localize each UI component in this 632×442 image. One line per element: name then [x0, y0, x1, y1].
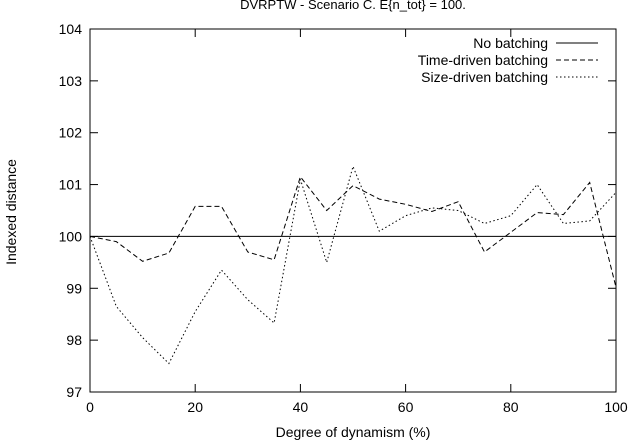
series-layer: [89, 164, 617, 365]
axis-ticks: 0 20 40 60 80 100 97 98 99 100 101 102 103 104: [59, 21, 628, 415]
y-axis-title: Indexed distance: [3, 159, 19, 265]
y-tick-label: 97: [66, 384, 82, 400]
legend-label-size-driven-batching: Size-driven batching: [421, 69, 548, 85]
y-tick-label: 99: [66, 280, 82, 296]
y-tick-label: 101: [59, 177, 83, 193]
x-tick-label: 40: [293, 399, 309, 415]
x-axis-title: Degree of dynamism (%): [276, 424, 431, 440]
legend-label-time-driven-batching: Time-driven batching: [418, 52, 548, 68]
x-tick-label: 80: [503, 399, 519, 415]
y-tick-label: 100: [59, 228, 83, 244]
y-tick-label: 103: [59, 73, 83, 89]
x-tick-label: 100: [604, 399, 628, 415]
chart-title: DVRPTW - Scenario C. E{n_tot} = 100.: [240, 0, 466, 12]
y-tick-label: 104: [59, 21, 83, 37]
legend-label-no-batching: No batching: [473, 35, 548, 51]
plot-frame: [89, 28, 617, 393]
y-tick-label: 102: [59, 125, 83, 141]
x-tick-label: 20: [187, 399, 203, 415]
y-tick-label: 98: [66, 332, 82, 348]
x-tick-label: 60: [398, 399, 414, 415]
x-tick-label: 0: [86, 399, 94, 415]
series-line-time-driven-batching: [89, 175, 617, 288]
series-line-size-driven-batching: [89, 164, 617, 365]
